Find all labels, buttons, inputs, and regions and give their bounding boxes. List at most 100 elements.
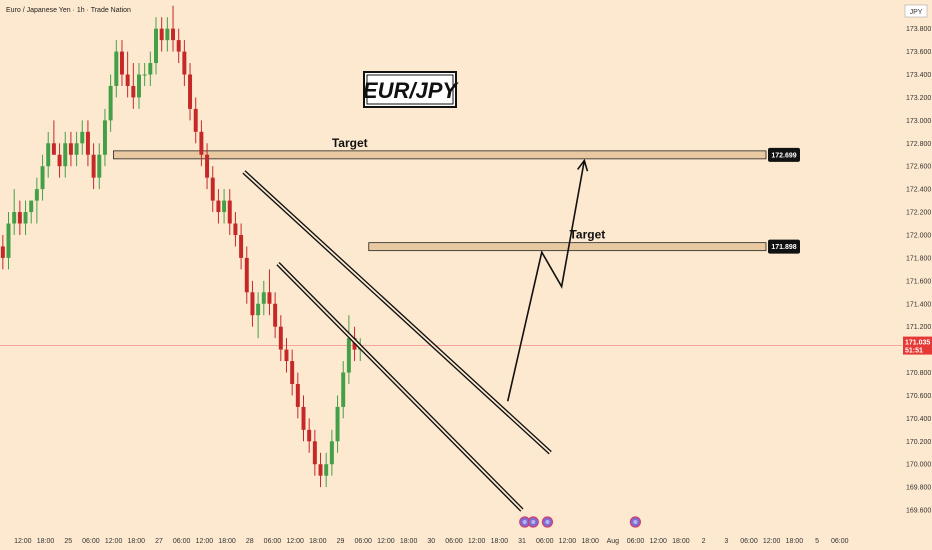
candle xyxy=(23,200,28,235)
channel-upper-line xyxy=(242,170,552,455)
candle-body xyxy=(34,189,39,201)
candle-body xyxy=(324,464,329,476)
x-tick-label: 18:00 xyxy=(491,538,509,545)
candle xyxy=(34,177,39,224)
x-tick-label: 28 xyxy=(246,538,254,545)
y-tick-label: 171.600 xyxy=(906,278,931,285)
candle-body xyxy=(91,154,96,178)
event-marker-dot xyxy=(531,520,536,524)
candle xyxy=(267,269,272,316)
candle-body xyxy=(261,292,266,304)
candle-body xyxy=(335,406,340,442)
time-axis: 12:00 18:00 25 06:00 12:00 18:00 27 06:00 12:00 1… xyxy=(14,538,849,545)
y-tick-label: 172.000 xyxy=(906,232,931,239)
y-tick-label: 173.200 xyxy=(906,95,931,102)
candle-body xyxy=(125,74,130,86)
projection-path xyxy=(506,158,589,402)
event-marker-dot xyxy=(522,520,527,524)
level-tag-text: 171.898 xyxy=(771,244,796,251)
candle xyxy=(171,5,176,52)
x-tick-label: 18:00 xyxy=(218,538,236,545)
y-tick-label: 171.200 xyxy=(906,324,931,331)
candle-body xyxy=(267,292,272,304)
candle xyxy=(40,154,45,201)
candle-body xyxy=(284,349,289,362)
candle-body xyxy=(290,361,295,384)
candle xyxy=(318,452,323,488)
candle xyxy=(341,361,346,419)
candle xyxy=(119,40,124,86)
level-tag xyxy=(768,147,800,162)
candle xyxy=(57,143,62,178)
x-tick-label: 18:00 xyxy=(400,538,418,545)
time-axis-background xyxy=(0,533,902,550)
candle-body xyxy=(188,74,193,109)
channel-inner-stroke xyxy=(277,263,523,511)
title-box: EUR/JPY xyxy=(363,71,459,108)
candle-body xyxy=(131,85,136,98)
y-tick-label: 173.000 xyxy=(906,118,931,125)
y-tick-label: 170.400 xyxy=(906,416,931,423)
target-zone xyxy=(368,242,767,252)
last-price-tag xyxy=(903,336,932,355)
x-tick-label: 18:00 xyxy=(128,538,146,545)
candle xyxy=(324,452,329,488)
x-tick-label: 12:00 xyxy=(196,538,214,545)
candle xyxy=(256,292,261,339)
channel-lower-line xyxy=(276,262,524,512)
x-tick-label: 27 xyxy=(155,538,163,545)
currency-box xyxy=(904,4,928,18)
x-tick-label: 06:00 xyxy=(264,538,282,545)
candle-body xyxy=(227,200,232,224)
candle xyxy=(97,143,102,190)
candle xyxy=(74,131,79,167)
candle xyxy=(0,234,5,270)
candle xyxy=(154,17,158,75)
x-tick-label: 12:00 xyxy=(763,538,781,545)
candle xyxy=(284,338,289,373)
x-tick-label: 06:00 xyxy=(354,538,372,545)
candle xyxy=(125,51,130,98)
candle xyxy=(63,131,68,178)
candle xyxy=(250,280,255,327)
candle xyxy=(114,40,119,98)
projection-arrowhead xyxy=(576,158,589,172)
candle-body xyxy=(210,177,215,201)
candle xyxy=(176,28,181,64)
candle-body xyxy=(148,63,153,75)
candle xyxy=(205,143,210,190)
candle-body xyxy=(222,200,227,213)
candle-body xyxy=(85,131,90,155)
price-axis: 169.600 169.800 170.000 170.200 170.400 170.6… xyxy=(903,26,932,515)
candle-body xyxy=(154,28,158,64)
price-axis-background xyxy=(902,0,932,550)
candle-body xyxy=(40,166,45,190)
candle-body xyxy=(250,292,255,316)
x-tick-label: 18:00 xyxy=(37,538,55,545)
event-marker-dot xyxy=(633,520,638,524)
x-tick-label: 06:00 xyxy=(82,538,100,545)
x-tick-label: 18:00 xyxy=(786,538,804,545)
x-tick-label: 30 xyxy=(427,538,435,545)
candle xyxy=(137,63,141,109)
x-tick-label: 18:00 xyxy=(309,538,327,545)
candle-body xyxy=(329,441,334,465)
candle-body xyxy=(341,372,346,407)
y-tick-label: 169.600 xyxy=(906,508,931,515)
candle-body xyxy=(295,383,300,407)
x-tick-label: 12:00 xyxy=(377,538,395,545)
x-tick-label: 12:00 xyxy=(649,538,667,545)
y-tick-label: 170.600 xyxy=(906,393,931,400)
target-label: Target xyxy=(332,136,368,150)
candle xyxy=(290,349,295,396)
candle xyxy=(301,395,306,442)
candle-body xyxy=(46,143,51,167)
candle-body xyxy=(137,74,141,98)
candle xyxy=(199,120,204,167)
event-marker xyxy=(541,516,554,528)
candle-body xyxy=(239,234,244,258)
candle-body xyxy=(307,429,312,442)
x-tick-label: 3 xyxy=(724,538,728,545)
x-tick-label: Aug xyxy=(607,538,620,545)
